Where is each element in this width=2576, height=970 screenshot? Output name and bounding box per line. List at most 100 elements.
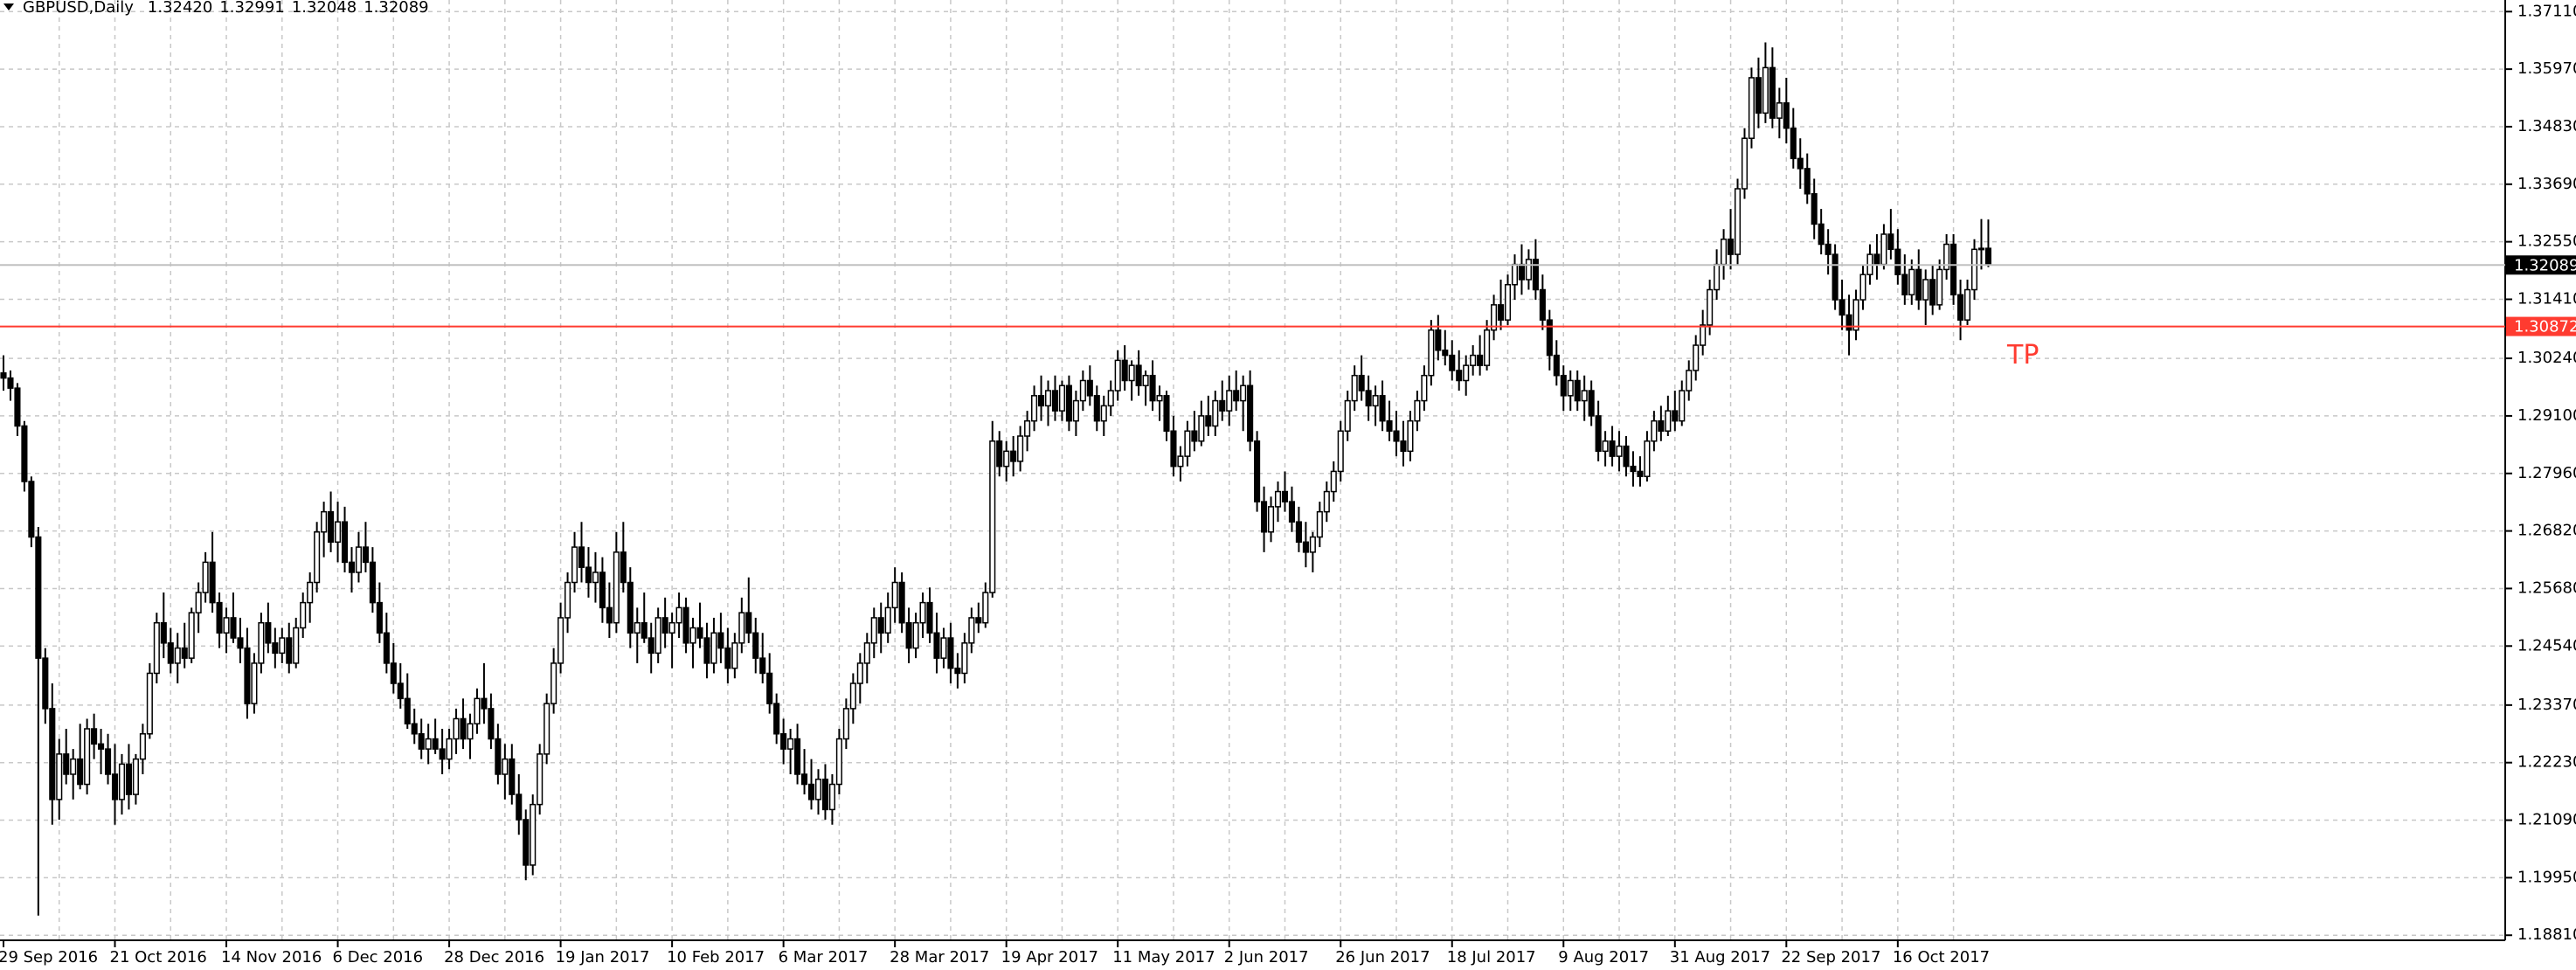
candle-body bbox=[397, 682, 404, 700]
candle-body bbox=[1149, 374, 1156, 402]
candle-body bbox=[1135, 364, 1142, 387]
candle-body bbox=[307, 581, 314, 604]
candle-body bbox=[160, 621, 167, 644]
candle-body bbox=[537, 753, 544, 806]
candle-body bbox=[926, 601, 933, 634]
candle-body bbox=[1072, 399, 1079, 422]
y-tick-label: 1.30240 bbox=[2517, 349, 2576, 367]
candle-body bbox=[1936, 268, 1943, 306]
candle-body bbox=[1163, 395, 1170, 432]
candle-body bbox=[1226, 390, 1233, 412]
candle-body bbox=[654, 617, 661, 655]
candle-body bbox=[1623, 445, 1630, 468]
candle-body bbox=[1233, 390, 1240, 402]
x-tick-label: 19 Apr 2017 bbox=[1001, 948, 1098, 967]
candle-body bbox=[446, 738, 453, 760]
candle-body bbox=[321, 510, 328, 533]
candles bbox=[0, 42, 1991, 916]
candle-body bbox=[174, 647, 181, 664]
candle-body bbox=[1790, 127, 1797, 160]
candle-body bbox=[835, 738, 842, 786]
candle-body bbox=[1776, 102, 1783, 119]
candle-body bbox=[1428, 329, 1435, 377]
candle-body bbox=[752, 632, 759, 659]
y-tick-label: 1.19950 bbox=[2517, 868, 2576, 886]
candle-body bbox=[460, 717, 467, 740]
candle-body bbox=[1261, 501, 1268, 533]
candle-body bbox=[474, 697, 481, 724]
candle-body bbox=[272, 642, 279, 655]
candle-body bbox=[202, 561, 209, 593]
price-label: 1.32089 bbox=[2514, 256, 2576, 274]
candle-body bbox=[1003, 450, 1010, 468]
candle-body bbox=[1212, 399, 1219, 427]
candle-body bbox=[1525, 259, 1532, 281]
candle-body bbox=[682, 606, 689, 644]
candle-body bbox=[1393, 430, 1400, 442]
candle-body bbox=[258, 621, 265, 664]
candle-body bbox=[1880, 233, 1887, 266]
candle-body bbox=[1915, 268, 1922, 301]
candle-body bbox=[516, 793, 523, 821]
candle-body bbox=[1901, 274, 1908, 296]
y-tick-label: 1.37110 bbox=[2517, 2, 2576, 20]
candle-body bbox=[1177, 455, 1184, 468]
candle-body bbox=[425, 738, 432, 750]
x-tick-label: 10 Feb 2017 bbox=[667, 948, 765, 967]
candle-body bbox=[335, 521, 342, 544]
candle-body bbox=[738, 612, 745, 644]
candle-body bbox=[1323, 490, 1330, 513]
price-label: 1.30872 bbox=[2514, 318, 2576, 336]
candle-body bbox=[77, 758, 84, 786]
x-tick-label: 29 Sep 2016 bbox=[0, 948, 98, 967]
x-tick-label: 14 Nov 2016 bbox=[221, 948, 322, 967]
candle-body bbox=[1477, 354, 1484, 366]
candle-body bbox=[1839, 299, 1845, 316]
y-tick-label: 1.29100 bbox=[2517, 406, 2576, 425]
candle-body bbox=[1372, 395, 1379, 407]
candle-body bbox=[1365, 390, 1372, 407]
x-tick-label: 28 Dec 2016 bbox=[444, 948, 544, 967]
candle-body bbox=[1219, 399, 1226, 412]
candle-body bbox=[223, 617, 230, 634]
candle-body bbox=[1859, 274, 1866, 301]
candle-body bbox=[530, 803, 537, 866]
candle-body bbox=[1017, 435, 1024, 462]
candle-body bbox=[1079, 379, 1086, 402]
candle-body bbox=[1302, 541, 1309, 553]
candle-body bbox=[28, 481, 35, 538]
candle-body bbox=[1442, 350, 1449, 357]
candle-body bbox=[1588, 390, 1595, 417]
x-tick-label: 22 Sep 2017 bbox=[1781, 948, 1880, 967]
candle-body bbox=[1344, 399, 1351, 432]
candle-body bbox=[1267, 506, 1275, 533]
x-tick-label: 21 Oct 2016 bbox=[110, 948, 207, 967]
candle-body bbox=[1051, 390, 1059, 412]
candle-body bbox=[1107, 390, 1114, 407]
candle-body bbox=[773, 703, 780, 735]
candle-body bbox=[1330, 470, 1337, 493]
candle-body bbox=[167, 642, 174, 664]
price-label-box bbox=[2506, 255, 2576, 275]
candle-body bbox=[1832, 253, 1839, 301]
candle-body bbox=[216, 601, 223, 634]
candle-body bbox=[502, 758, 509, 775]
candle-body bbox=[1114, 359, 1121, 391]
candle-body bbox=[265, 621, 272, 644]
candle-body bbox=[1957, 294, 1964, 321]
candle-body bbox=[49, 708, 56, 800]
candle-body bbox=[585, 566, 592, 584]
candle-body bbox=[188, 612, 195, 659]
candle-body bbox=[432, 738, 439, 750]
candle-body bbox=[1963, 288, 1971, 321]
candle-body bbox=[1873, 253, 1880, 266]
candle-body bbox=[696, 627, 703, 639]
candle-body bbox=[1058, 385, 1065, 412]
candle-body bbox=[891, 581, 898, 609]
candle-body bbox=[1407, 419, 1414, 453]
candle-body bbox=[647, 637, 654, 655]
x-tick-label: 16 Oct 2017 bbox=[1893, 948, 1990, 967]
candle-body bbox=[509, 758, 516, 795]
candle-body bbox=[675, 606, 682, 624]
candle-body bbox=[314, 531, 321, 584]
